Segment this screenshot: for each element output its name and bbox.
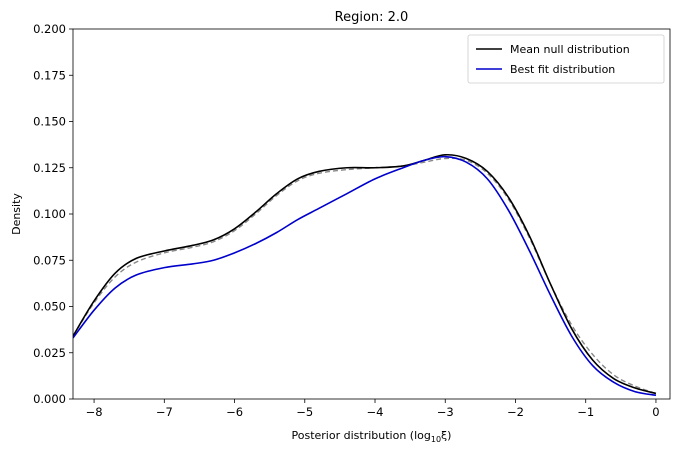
legend-box <box>467 34 665 84</box>
x-tick-label: −7 <box>156 405 173 419</box>
x-tick-label: −4 <box>367 405 384 419</box>
y-tick-label: 0.175 <box>33 68 66 82</box>
x-tick-label: −2 <box>507 405 524 419</box>
y-tick-label: 0.025 <box>33 346 66 360</box>
x-axis-label-subscript: 10 <box>431 435 441 444</box>
y-tick-label: 0.050 <box>33 300 66 314</box>
x-tick-label: −8 <box>86 405 103 419</box>
x-tick-label: −6 <box>226 405 243 419</box>
y-tick-label: 0.200 <box>33 22 66 36</box>
null-sample-series-line <box>73 157 657 395</box>
x-axis: −8 −7 −6 −5 −4 −3 −2 −1 0 <box>86 399 660 419</box>
x-tick-label: 0 <box>652 405 659 419</box>
mean-null-series-line <box>73 153 657 395</box>
y-tick-label: 0.075 <box>33 253 66 267</box>
x-axis-label-suffix: ξ) <box>441 429 451 442</box>
x-axis-label: Posterior distribution (log10ξ) <box>292 429 452 444</box>
y-tick-label: 0.150 <box>33 115 66 129</box>
y-tick-label: 0.000 <box>33 392 66 406</box>
series-layer <box>73 153 657 397</box>
x-tick-label: −3 <box>437 405 454 419</box>
legend-label: Best fit distribution <box>510 63 615 76</box>
legend: Mean null distribution Best fit distribut… <box>467 34 665 84</box>
best-fit-series-line <box>73 155 657 397</box>
y-tick-label: 0.125 <box>33 161 66 175</box>
chart-title: Region: 2.0 <box>335 10 409 25</box>
x-tick-label: −5 <box>296 405 313 419</box>
x-axis-label-prefix: Posterior distribution (log <box>292 429 431 442</box>
y-axis-label: Density <box>10 193 23 235</box>
x-tick-label: −1 <box>577 405 594 419</box>
y-tick-label: 0.100 <box>33 207 66 221</box>
y-axis: 0.000 0.025 0.050 0.075 0.100 0.125 0.150 0.175… <box>33 22 73 406</box>
legend-label: Mean null distribution <box>510 43 630 56</box>
